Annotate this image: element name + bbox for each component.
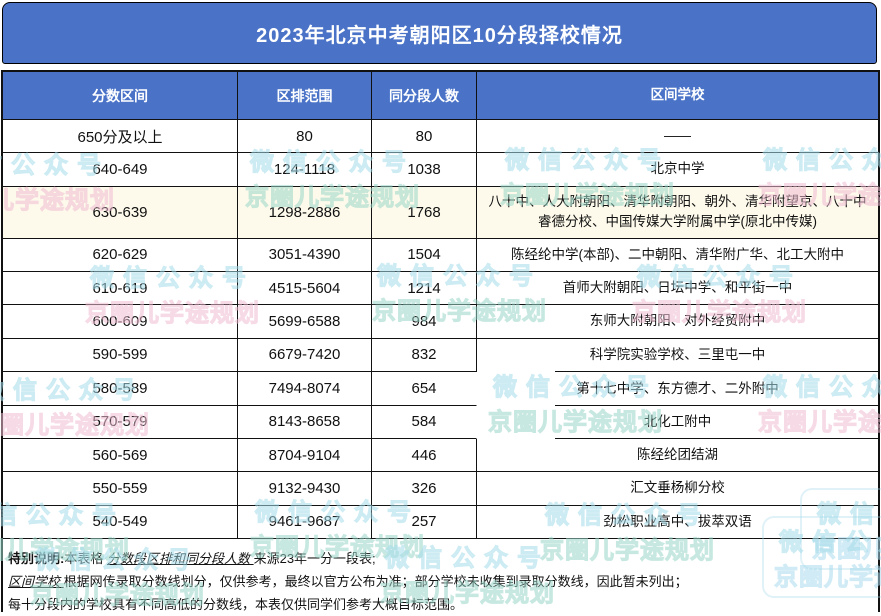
table-row: 560-569 8704-9104 446 陈经纶团结湖 bbox=[3, 438, 878, 473]
cell-rank-range: 8704-9104 bbox=[238, 438, 372, 473]
header-cell-1: 分数区间 bbox=[3, 72, 238, 119]
cell-same-score-count: 80 bbox=[372, 120, 477, 154]
table-row: 570-579 8143-8658 584 北化工附中 bbox=[3, 405, 878, 440]
table-row: 550-559 9132-9430 326 汇文垂杨柳分校 bbox=[3, 472, 878, 506]
table-row: 610-619 4515-5604 1214 首师大附朝阳、日坛中学、和平街一中 bbox=[3, 271, 878, 306]
cell-rank-range: 3051-4390 bbox=[238, 238, 372, 272]
cell-rank-range: 80 bbox=[238, 120, 372, 154]
cell-same-score-count: 326 bbox=[372, 472, 477, 506]
note-segment: 每十分段内的学校具有不同高低的分数线，本表仅供同学们参考大概目标范围。 bbox=[8, 597, 464, 613]
table-body: 650分及以上 80 80 —— 640-649 124-1118 1038 北京中学 630-… bbox=[3, 120, 878, 540]
table-row: 580-589 7494-8074 654 第十七中学、东方德才、二外附中 bbox=[3, 372, 878, 406]
cell-schools: 汇文垂杨柳分校 bbox=[477, 472, 878, 506]
note-line: 特别说明:本表格 分数段区排和同分段人数 来源23年一分一段表; bbox=[8, 547, 873, 570]
special-notes: 特别说明:本表格 分数段区排和同分段人数 来源23年一分一段表; 区间学校 根据网… bbox=[3, 539, 878, 616]
cell-schools: 八十中、人大附朝阳、清华附朝阳、朝外、清华附望京、八十中睿德分校、中国传媒大学附… bbox=[477, 186, 878, 239]
title-bar: 2023年北京中考朝阳区10分段择校情况 bbox=[2, 2, 877, 64]
cell-score-range: 550-559 bbox=[3, 472, 238, 506]
score-table: 分数区间 区排范围 同分段人数 区间学校 650分及以上 80 80 —— 640-649 12… bbox=[1, 70, 880, 616]
note-segment: 特别说明: bbox=[8, 551, 65, 567]
note-line: 区间学校 根据网传录取分数线划分，仅供参考，最终以官方公布为准；部分学校未收集到… bbox=[8, 570, 873, 593]
cell-rank-range: 9461-9687 bbox=[238, 505, 372, 540]
page-title: 2023年北京中考朝阳区10分段择校情况 bbox=[256, 24, 623, 47]
table-row: 650分及以上 80 80 —— bbox=[3, 120, 878, 154]
cell-score-range: 620-629 bbox=[3, 238, 238, 272]
cell-rank-range: 8143-8658 bbox=[238, 405, 372, 439]
table-row: 540-549 9461-9687 257 劲松职业高中、拔萃双语 bbox=[3, 505, 878, 540]
cell-same-score-count: 1038 bbox=[372, 153, 477, 187]
cell-rank-range: 4515-5604 bbox=[238, 271, 372, 306]
table-row: 640-649 124-1118 1038 北京中学 bbox=[3, 153, 878, 187]
cell-same-score-count: 1214 bbox=[372, 271, 477, 306]
cell-schools: 科学院实验学校、三里屯一中 bbox=[477, 338, 878, 373]
cell-score-range: 540-549 bbox=[3, 505, 238, 540]
cell-rank-range: 5699-6588 bbox=[238, 305, 372, 339]
cell-same-score-count: 584 bbox=[372, 405, 477, 439]
cell-score-range: 650分及以上 bbox=[3, 120, 238, 154]
cell-schools: —— bbox=[477, 120, 878, 154]
cell-score-range: 570-579 bbox=[3, 405, 238, 439]
cell-schools: 首师大附朝阳、日坛中学、和平街一中 bbox=[477, 271, 878, 306]
table-row: 620-629 3051-4390 1504 陈经纶中学(本部)、二中朝阳、清华附广华… bbox=[3, 238, 878, 272]
cell-score-range: 640-649 bbox=[3, 153, 238, 187]
note-segment: 根据网传录取分数线划分，仅供参考，最终以官方公布为准；部分学校未收集到录取分数线… bbox=[63, 574, 688, 590]
table-row: 590-599 6679-7420 832 科学院实验学校、三里屯一中 bbox=[3, 338, 878, 373]
note-segment: 分数段区排和同分段人数 bbox=[106, 551, 254, 567]
cell-schools: 东师大附朝阳、对外经贸附中 bbox=[477, 305, 878, 339]
cell-schools: 北京中学 bbox=[477, 153, 878, 187]
cell-rank-range: 7494-8074 bbox=[238, 372, 372, 406]
table-row: 630-639 1298-2886 1768 八十中、人大附朝阳、清华附朝阳、朝外、清… bbox=[3, 186, 878, 239]
cell-rank-range: 124-1118 bbox=[238, 153, 372, 187]
cell-score-range: 600-609 bbox=[3, 305, 238, 339]
cell-same-score-count: 832 bbox=[372, 338, 477, 373]
cell-score-range: 580-589 bbox=[3, 372, 238, 406]
header-cell-2: 区排范围 bbox=[238, 72, 372, 119]
cell-schools: 陈经纶中学(本部)、二中朝阳、清华附广华、北工大附中 bbox=[477, 238, 878, 272]
cell-schools: 第十七中学、东方德才、二外附中 bbox=[477, 372, 878, 406]
note-segment: 区间学校 bbox=[8, 574, 64, 590]
cell-score-range: 560-569 bbox=[3, 438, 238, 473]
table-header-row: 分数区间 区排范围 同分段人数 区间学校 bbox=[3, 72, 878, 120]
note-line: 每十分段内的学校具有不同高低的分数线，本表仅供同学们参考大概目标范围。 bbox=[8, 593, 873, 616]
note-segment: 本表格 bbox=[64, 551, 107, 567]
cell-score-range: 610-619 bbox=[3, 271, 238, 306]
header-cell-4: 区间学校 bbox=[650, 87, 705, 103]
cell-schools: 陈经纶团结湖 bbox=[477, 438, 878, 473]
cell-score-range: 590-599 bbox=[3, 338, 238, 373]
cell-same-score-count: 984 bbox=[372, 305, 477, 339]
cell-same-score-count: 1768 bbox=[372, 186, 477, 239]
cell-score-range: 630-639 bbox=[3, 186, 238, 239]
cell-rank-range: 6679-7420 bbox=[238, 338, 372, 373]
header-cell-3: 同分段人数 bbox=[372, 72, 477, 119]
cell-same-score-count: 1504 bbox=[372, 238, 477, 272]
table-row: 600-609 5699-6588 984 东师大附朝阳、对外经贸附中 bbox=[3, 305, 878, 339]
cell-same-score-count: 446 bbox=[372, 438, 477, 473]
cell-same-score-count: 257 bbox=[372, 505, 477, 540]
note-segment: 来源23年一分一段表; bbox=[253, 551, 376, 567]
cell-schools: 劲松职业高中、拔萃双语 bbox=[477, 505, 878, 540]
cell-rank-range: 9132-9430 bbox=[238, 472, 372, 506]
cell-rank-range: 1298-2886 bbox=[238, 186, 372, 239]
cell-same-score-count: 654 bbox=[372, 372, 477, 406]
cell-schools: 北化工附中 bbox=[477, 405, 878, 440]
